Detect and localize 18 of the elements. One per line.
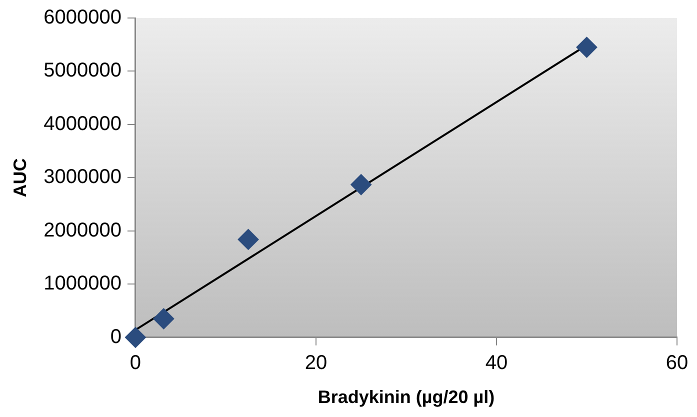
y-tick-label: 2000000 [44, 219, 122, 242]
point [238, 228, 259, 250]
point [576, 36, 598, 58]
y-axis-title: AUC [10, 158, 30, 198]
point [153, 308, 174, 330]
x-axis-title: Bradykinin (µg/20 µl) [318, 387, 495, 408]
y-tick-label: 1000000 [44, 272, 122, 295]
point [350, 174, 372, 196]
y-tick-label: 6000000 [44, 6, 122, 29]
x-tick-label: 40 [485, 352, 508, 374]
y-tick-label: 5000000 [44, 60, 122, 82]
x-tick-label: 0 [130, 352, 142, 374]
x-tick-label: 60 [666, 352, 688, 374]
point [124, 326, 146, 348]
y-tick-label: 4000000 [44, 112, 122, 135]
x-tick-label: 20 [304, 352, 328, 374]
y-tick-label: 3000000 [44, 166, 122, 188]
y-tick-label: 0 [110, 326, 122, 348]
